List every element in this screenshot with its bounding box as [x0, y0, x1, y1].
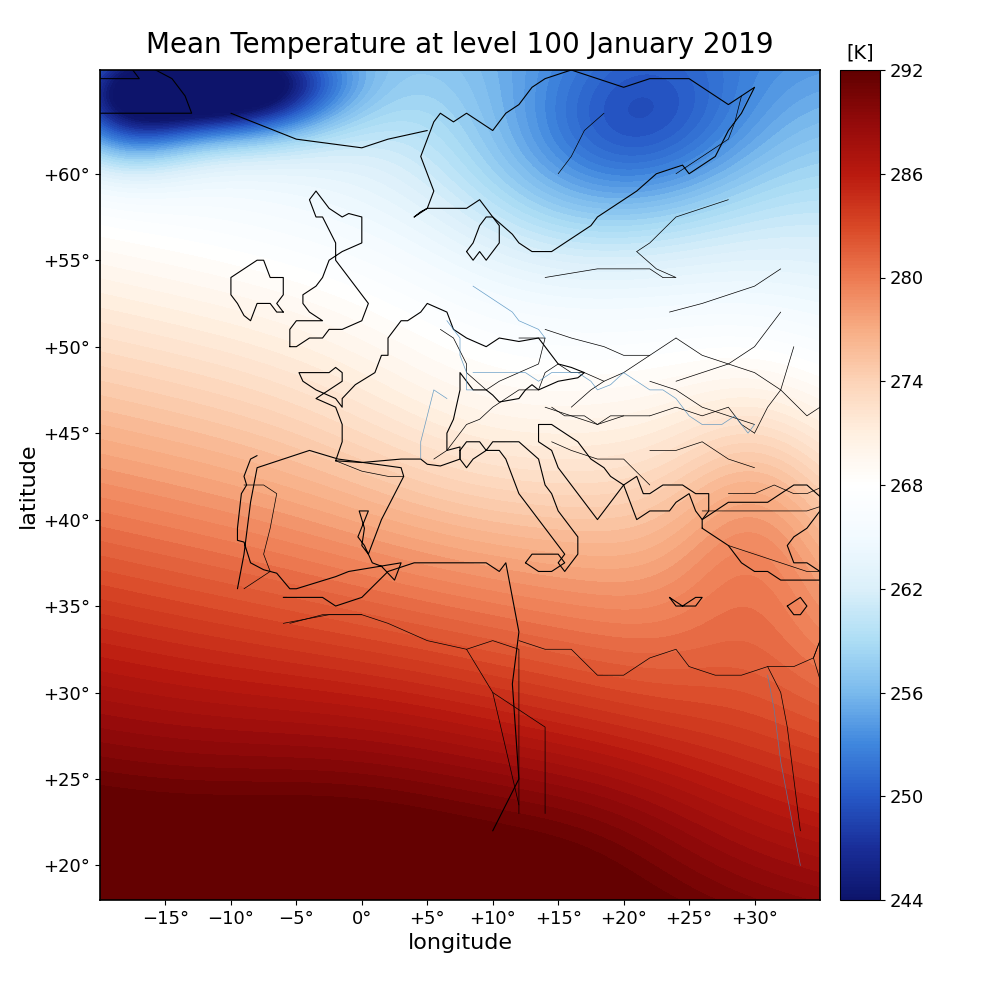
Title: [K]: [K]	[846, 44, 874, 63]
X-axis label: longitude: longitude	[408, 933, 512, 953]
Title: Mean Temperature at level 100 January 2019: Mean Temperature at level 100 January 20…	[146, 31, 774, 59]
Y-axis label: latitude: latitude	[18, 442, 38, 528]
